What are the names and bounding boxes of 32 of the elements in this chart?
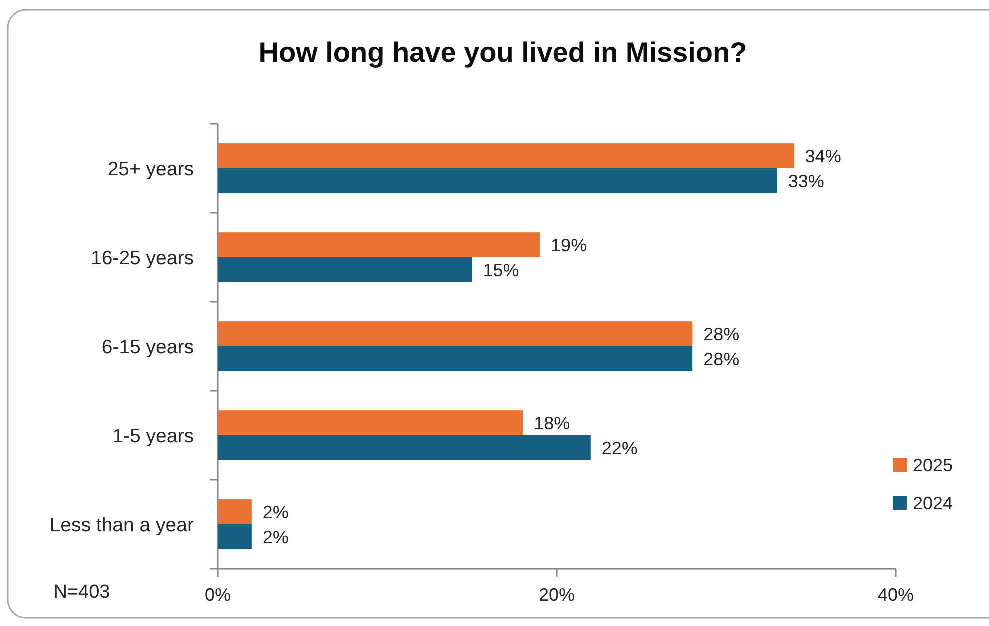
data-label: 28% bbox=[704, 324, 740, 344]
data-label: 2% bbox=[262, 502, 289, 522]
bar bbox=[218, 500, 252, 524]
bar bbox=[218, 410, 524, 436]
bar bbox=[218, 168, 778, 194]
y-tick-label: 6-15 years bbox=[102, 336, 194, 358]
y-tick-label: 16-25 years bbox=[91, 247, 194, 270]
bar bbox=[218, 524, 252, 550]
y-tick-label: 25+ years bbox=[108, 158, 194, 180]
x-tick-label: 40% bbox=[878, 585, 914, 605]
data-label: 2% bbox=[262, 527, 289, 548]
legend-label: 2025 bbox=[913, 455, 954, 476]
data-label: 18% bbox=[534, 413, 570, 434]
text: N=403 bbox=[54, 582, 110, 603]
legend-label: 2024 bbox=[913, 493, 954, 514]
bar bbox=[218, 346, 693, 372]
x-tick-label: 0% bbox=[204, 585, 232, 605]
y-tick-label: 1-5 years bbox=[112, 425, 194, 448]
y-tick-label: Less than a year bbox=[50, 514, 194, 536]
data-label: 22% bbox=[602, 438, 638, 458]
data-label: 15% bbox=[483, 260, 520, 280]
data-label: 19% bbox=[551, 235, 588, 256]
bar bbox=[218, 258, 472, 282]
bar bbox=[218, 232, 540, 258]
chart-title: How long have you lived in Mission? bbox=[258, 37, 748, 68]
bar bbox=[218, 436, 591, 460]
x-tick-label: 20% bbox=[538, 585, 576, 605]
bar bbox=[218, 144, 794, 168]
bar bbox=[218, 322, 693, 346]
data-label: 28% bbox=[704, 349, 740, 370]
data-label: 33% bbox=[788, 171, 824, 192]
data-label: 34% bbox=[805, 146, 842, 166]
